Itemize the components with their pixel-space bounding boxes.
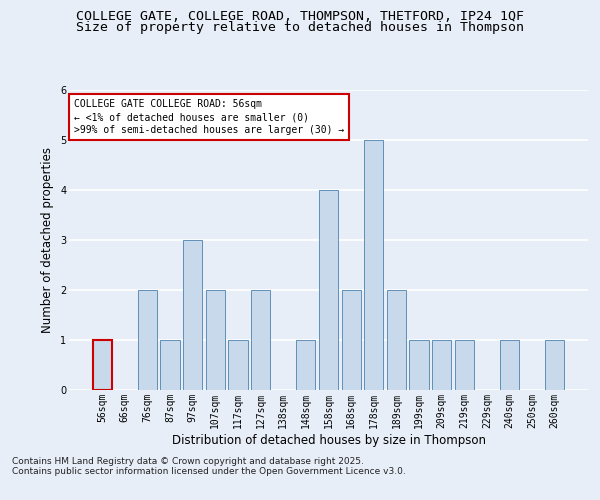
Bar <box>341 290 361 390</box>
Bar <box>545 340 565 390</box>
Bar <box>206 290 225 390</box>
Text: COLLEGE GATE COLLEGE ROAD: 56sqm
← <1% of detached houses are smaller (0)
>99% o: COLLEGE GATE COLLEGE ROAD: 56sqm ← <1% o… <box>74 99 344 136</box>
Bar <box>92 340 112 390</box>
Bar <box>251 290 270 390</box>
Bar <box>319 190 338 390</box>
Bar <box>409 340 428 390</box>
Bar <box>364 140 383 390</box>
Text: Contains public sector information licensed under the Open Government Licence v3: Contains public sector information licen… <box>12 468 406 476</box>
Bar <box>432 340 451 390</box>
Bar <box>455 340 474 390</box>
Bar <box>296 340 316 390</box>
Bar <box>387 290 406 390</box>
Bar <box>183 240 202 390</box>
X-axis label: Distribution of detached houses by size in Thompson: Distribution of detached houses by size … <box>172 434 485 446</box>
Text: COLLEGE GATE, COLLEGE ROAD, THOMPSON, THETFORD, IP24 1QF: COLLEGE GATE, COLLEGE ROAD, THOMPSON, TH… <box>76 10 524 23</box>
Text: Contains HM Land Registry data © Crown copyright and database right 2025.: Contains HM Land Registry data © Crown c… <box>12 458 364 466</box>
Bar <box>229 340 248 390</box>
Text: Size of property relative to detached houses in Thompson: Size of property relative to detached ho… <box>76 21 524 34</box>
Bar <box>500 340 519 390</box>
Bar <box>138 290 157 390</box>
Y-axis label: Number of detached properties: Number of detached properties <box>41 147 55 333</box>
Bar <box>160 340 180 390</box>
